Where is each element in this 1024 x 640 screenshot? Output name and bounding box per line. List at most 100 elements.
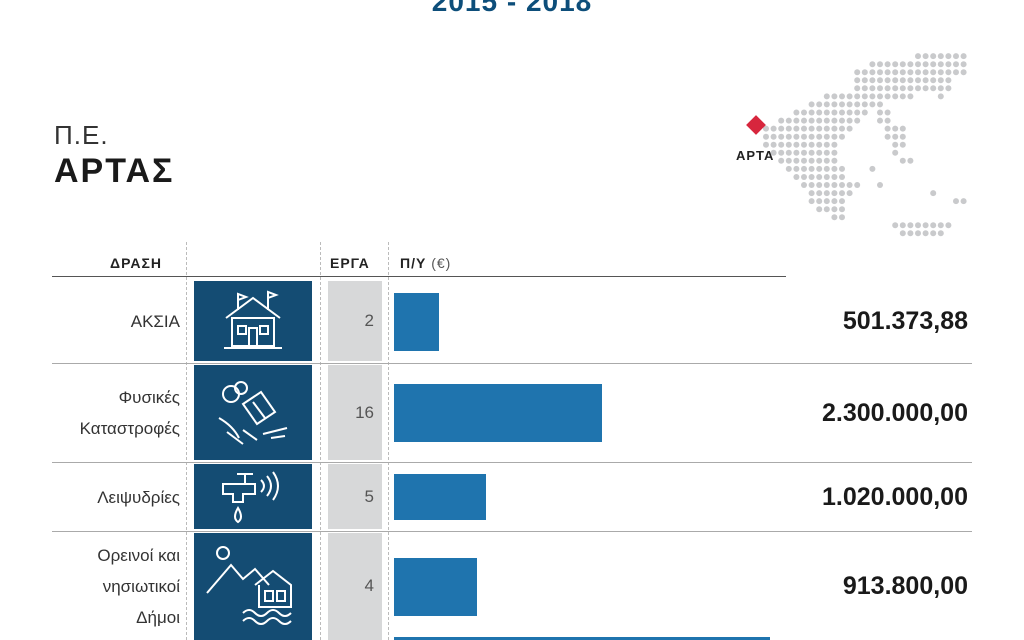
period-title: 2015 - 2018 bbox=[431, 0, 593, 17]
map-dot bbox=[915, 222, 921, 229]
column-header-action: ΔΡΑΣΗ bbox=[110, 255, 162, 271]
map-dot bbox=[839, 174, 845, 180]
map-dot bbox=[823, 109, 830, 116]
map-dot bbox=[907, 85, 914, 92]
map-dot bbox=[877, 85, 883, 92]
map-dot bbox=[907, 222, 914, 229]
map-dot bbox=[922, 85, 929, 92]
map-dot bbox=[953, 198, 959, 205]
map-dot bbox=[823, 198, 830, 205]
map-dot bbox=[823, 190, 830, 197]
map-dot bbox=[831, 182, 838, 188]
column-divider bbox=[186, 242, 187, 640]
map-dot bbox=[899, 230, 906, 237]
map-dot bbox=[778, 149, 785, 156]
map-dot bbox=[930, 85, 937, 92]
map-dot bbox=[846, 101, 853, 108]
project-count-cell: 5 bbox=[328, 464, 382, 529]
action-name-line: Λειψυδρίες bbox=[97, 487, 180, 507]
count-cell-partial bbox=[328, 632, 382, 640]
map-dot bbox=[930, 69, 937, 76]
region-marker-icon bbox=[746, 115, 766, 135]
budget-value: 913.800,00 bbox=[842, 572, 968, 600]
map-dot bbox=[953, 53, 959, 60]
map-dot bbox=[823, 206, 830, 213]
map-dot bbox=[816, 109, 823, 116]
map-dot bbox=[816, 101, 823, 108]
map-dot bbox=[892, 69, 899, 76]
action-name-text: Φυσικές Καταστροφές bbox=[80, 382, 180, 444]
map-dot bbox=[892, 141, 899, 148]
action-name: ΑΚΣΙΑ bbox=[52, 281, 180, 362]
map-dot bbox=[801, 125, 807, 132]
map-dot bbox=[823, 149, 830, 156]
map-dot bbox=[808, 117, 815, 124]
map-dot bbox=[839, 133, 845, 140]
map-dot bbox=[831, 133, 838, 140]
action-name-text: Λειψυδρίες bbox=[97, 482, 180, 513]
map-dot bbox=[861, 77, 868, 84]
map-dot bbox=[907, 77, 914, 84]
map-dot bbox=[801, 117, 807, 124]
map-dot bbox=[839, 93, 845, 100]
map-dot bbox=[854, 77, 861, 84]
map-dot bbox=[846, 117, 853, 124]
map-dot bbox=[816, 182, 823, 188]
landslide-house-icon bbox=[194, 365, 312, 460]
action-name-line: Φυσικές bbox=[118, 388, 180, 407]
map-dot bbox=[907, 61, 914, 68]
map-dot bbox=[922, 61, 929, 68]
map-dot bbox=[854, 109, 861, 116]
map-dot bbox=[922, 77, 929, 84]
budget-bar bbox=[394, 557, 477, 616]
map-dot bbox=[846, 109, 853, 116]
map-dot bbox=[922, 69, 929, 76]
budget-value: 1.020.000,00 bbox=[822, 482, 968, 511]
map-region-label: ΑΡΤΑ bbox=[736, 148, 775, 163]
map-dot bbox=[922, 222, 929, 229]
map-dot bbox=[953, 69, 959, 76]
map-dot bbox=[801, 157, 807, 164]
map-dot bbox=[915, 77, 921, 84]
map-dot bbox=[869, 77, 876, 84]
map-dot bbox=[915, 230, 921, 237]
map-dot bbox=[937, 53, 944, 60]
budget-bar bbox=[394, 292, 439, 351]
map-dot bbox=[801, 149, 807, 156]
map-dot bbox=[960, 53, 967, 60]
map-dot bbox=[831, 190, 838, 197]
map-dot bbox=[801, 182, 807, 188]
map-dot bbox=[831, 174, 838, 180]
map-dot bbox=[937, 85, 944, 92]
map-dot bbox=[831, 149, 838, 156]
map-dot bbox=[785, 117, 792, 124]
map-dot bbox=[831, 214, 838, 221]
map-dot bbox=[884, 69, 891, 76]
column-header-projects: ΕΡΓΑ bbox=[330, 255, 370, 271]
mountain-island-house-icon bbox=[194, 533, 312, 639]
map-dot bbox=[869, 85, 876, 92]
action-name-line: Καταστροφές bbox=[79, 419, 180, 438]
map-dot bbox=[808, 174, 815, 180]
map-dot bbox=[770, 133, 777, 140]
map-dot bbox=[899, 157, 906, 164]
map-dot bbox=[823, 165, 830, 172]
map-dot bbox=[823, 157, 830, 164]
map-dot bbox=[930, 230, 937, 237]
map-dot bbox=[846, 190, 853, 197]
action-name-line: Δήμοι bbox=[136, 608, 180, 627]
map-dot bbox=[785, 125, 792, 132]
map-dot bbox=[839, 214, 845, 221]
map-dot bbox=[778, 133, 785, 140]
map-dot bbox=[831, 165, 838, 172]
map-dot bbox=[816, 190, 823, 197]
map-dot bbox=[937, 93, 944, 100]
map-dot bbox=[884, 117, 891, 124]
project-count: 2 bbox=[364, 311, 374, 330]
map-dot bbox=[823, 93, 830, 100]
map-dot bbox=[884, 77, 891, 84]
map-dot bbox=[823, 174, 830, 180]
map-dot bbox=[922, 53, 929, 60]
map-dot bbox=[930, 61, 937, 68]
map-dot bbox=[907, 69, 914, 76]
